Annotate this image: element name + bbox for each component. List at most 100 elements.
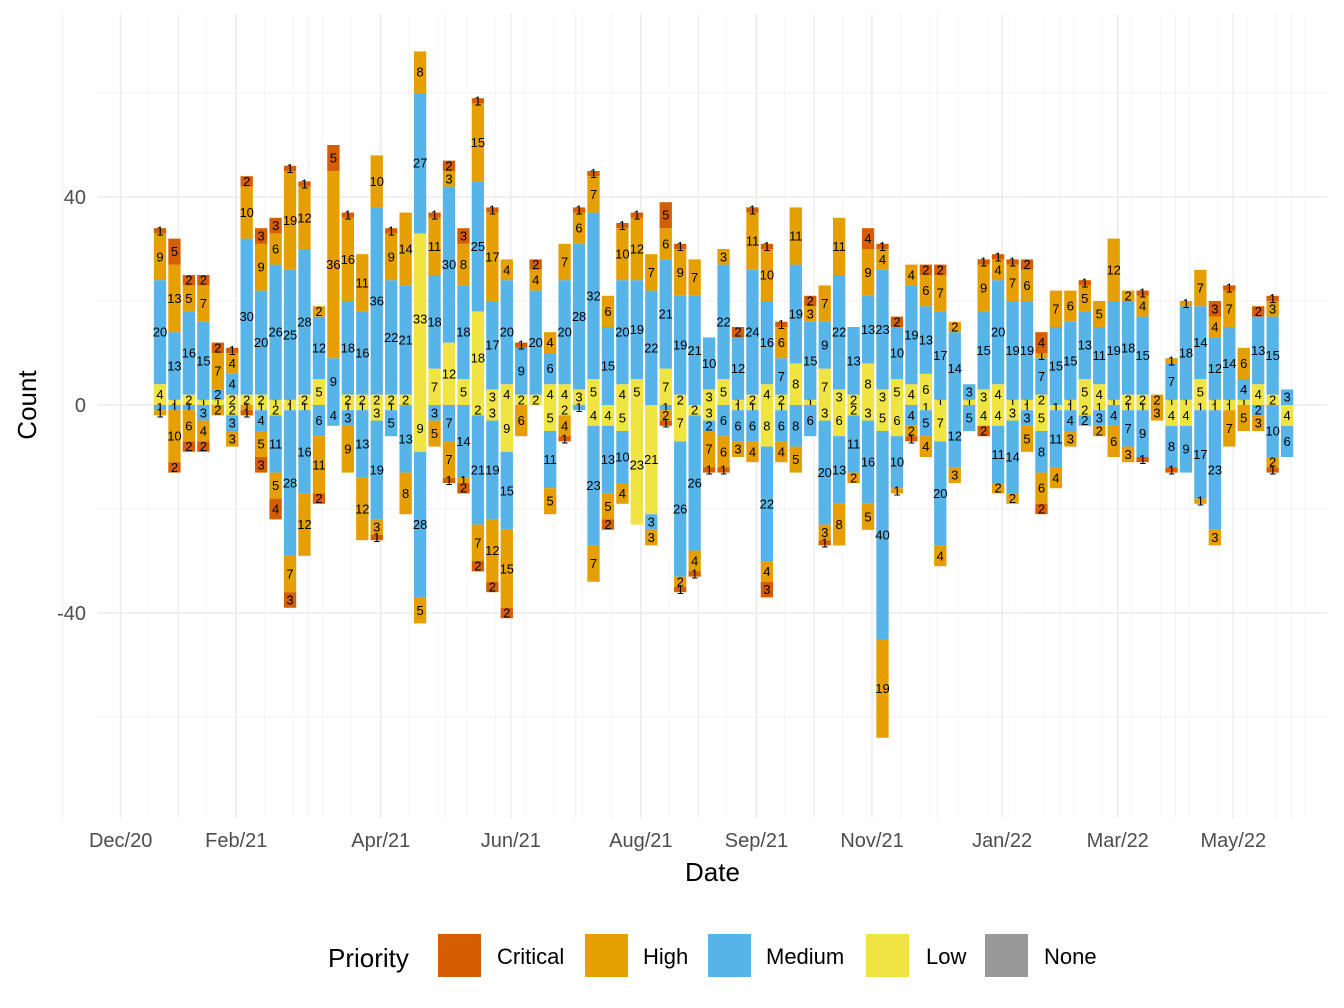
bar-segment-critical — [775, 321, 788, 327]
bar-segment-critical — [934, 264, 947, 275]
bar-label: 1 — [677, 582, 684, 597]
bar-segment-medium — [1252, 405, 1265, 416]
bar-segment-medium — [341, 410, 354, 426]
bar-segment-high — [674, 249, 687, 296]
bar-label: 4 — [994, 387, 1001, 402]
bar-segment-medium — [919, 306, 932, 374]
bar-label: 13 — [167, 359, 181, 374]
bar-label: 28 — [572, 309, 586, 324]
bar-label: 21 — [398, 333, 412, 348]
bar-segment-low — [558, 405, 571, 416]
bar-label: 16 — [297, 444, 311, 459]
bar-segment-medium — [1064, 410, 1077, 431]
bar-segment-low — [963, 399, 976, 405]
bar-segment-low — [544, 405, 557, 431]
bar-segment-medium — [963, 405, 976, 431]
bar-label: 2 — [1081, 413, 1088, 428]
bar-label: 1 — [1023, 400, 1030, 415]
bar-segment-medium — [630, 280, 643, 379]
bar-label: 1 — [575, 203, 582, 218]
bar-label: 7 — [1052, 301, 1059, 316]
bar-segment-low — [182, 394, 196, 405]
bar-label: 12 — [297, 517, 311, 532]
x-axis: Dec/20 Feb/21 Apr/21 Jun/21 Aug/21 Sep/21 Nov/… — [89, 830, 1266, 852]
bar-label: 5 — [431, 426, 438, 441]
bar-label: 3 — [431, 405, 438, 420]
bar-segment-low — [356, 394, 369, 405]
bar-segment-high — [442, 171, 456, 187]
bar-label: 1 — [1139, 452, 1146, 467]
bar-label: 6 — [272, 242, 279, 257]
bar-label: 3 — [966, 385, 973, 400]
bar-label: 1 — [677, 239, 684, 254]
bar-segment-critical — [226, 347, 239, 353]
bar-segment-high — [211, 353, 224, 390]
bar-segment-high — [833, 217, 846, 275]
bar-segment-high — [413, 51, 427, 93]
bar-label: 2 — [893, 314, 900, 329]
bar-segment-high — [1136, 295, 1149, 317]
bar-label: 1 — [171, 400, 178, 415]
bar-segment-low — [1179, 399, 1193, 405]
bar-segment-critical — [905, 436, 918, 442]
bar-label: 1 — [1081, 275, 1088, 290]
bar-segment-medium — [688, 415, 701, 551]
bar-segment-medium — [616, 280, 629, 385]
bar-segment-high — [1078, 285, 1091, 312]
bar-segment-low — [760, 384, 774, 405]
bar-segment-high — [760, 561, 774, 582]
x-axis-title: Date — [685, 857, 740, 887]
legend-label-medium: Medium — [766, 944, 844, 969]
bar-label: 19 — [789, 307, 803, 322]
bar-segment-low — [876, 405, 889, 431]
bar-segment-low — [312, 379, 326, 405]
bar-group: 2 28 12 1 1 16 12 — [297, 177, 312, 556]
bar-segment-high — [746, 441, 759, 463]
bar-segment-medium — [399, 285, 412, 395]
bar-segment-high — [1035, 472, 1048, 504]
bar-segment-low — [775, 394, 788, 405]
bar-segment-high — [818, 285, 831, 322]
bar-label: 4 — [1139, 299, 1146, 314]
bar-group: 12 30 32 7 7 1 — [442, 158, 456, 488]
bar-segment-medium — [269, 415, 282, 473]
bar-segment-low — [847, 405, 860, 416]
bar-segment-low — [471, 311, 485, 405]
bar-label: 1 — [1038, 348, 1045, 363]
bar-segment-critical — [240, 176, 253, 187]
bar-segment-high — [240, 186, 253, 239]
bar-segment-critical — [1266, 467, 1279, 473]
bar-segment-low — [630, 379, 643, 405]
bar-segment-low — [818, 368, 831, 405]
bar-label: 1 — [518, 338, 525, 353]
bar-label: 8 — [763, 418, 770, 433]
bar-segment-low — [890, 405, 904, 437]
bar-segment-critical — [659, 420, 672, 426]
bar-label: 9 — [503, 421, 510, 436]
bar-segment-critical — [283, 592, 297, 608]
bar-group: 3 17 17 1 3 19 12 2 — [485, 203, 499, 595]
bar-label: 3 — [951, 468, 958, 483]
bar-group: 3 15 9 1 42 — [976, 255, 990, 439]
bar-segment-medium — [544, 353, 557, 385]
bar-segment-low — [1078, 405, 1091, 416]
bar-segment-low — [1194, 379, 1207, 405]
bar-segment-medium — [413, 93, 427, 234]
bar-label: 4 — [1283, 408, 1290, 423]
bar-label: 15 — [1265, 348, 1279, 363]
bar-label: 1 — [489, 203, 496, 218]
bar-segment-high — [226, 353, 239, 374]
bar-label: 7 — [778, 369, 785, 384]
bar-segment-critical — [674, 587, 687, 593]
bar-label: 3 — [373, 405, 380, 420]
bar-segment-high — [572, 212, 586, 244]
bar-segment-low — [269, 399, 282, 405]
bar-segment-high — [370, 155, 383, 208]
